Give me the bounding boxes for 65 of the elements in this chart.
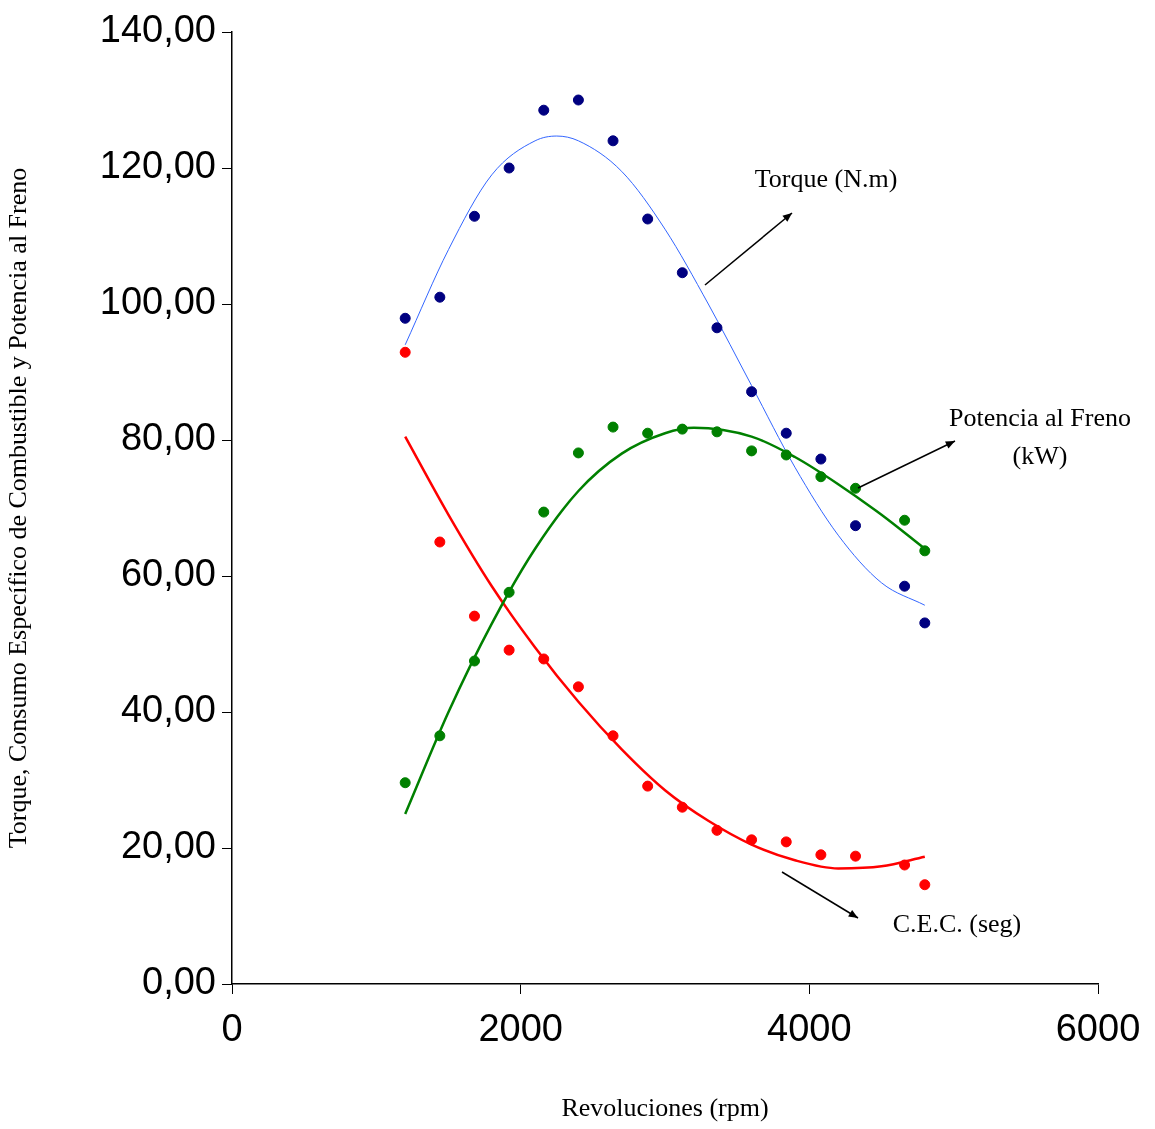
point xyxy=(434,291,446,303)
y-tick-label: 60,00 xyxy=(120,552,216,595)
point xyxy=(899,580,911,592)
y-tick-label: 140,00 xyxy=(99,8,216,51)
y-tick-label: 120,00 xyxy=(99,144,216,187)
x-tick-label: 6000 xyxy=(1055,1007,1141,1050)
point xyxy=(711,426,723,438)
point xyxy=(607,730,619,742)
point xyxy=(399,312,411,324)
point xyxy=(434,730,446,742)
point xyxy=(919,617,931,629)
annotation: Torque (N.m) xyxy=(754,163,898,193)
point xyxy=(711,824,723,836)
point xyxy=(468,210,480,222)
point xyxy=(899,514,911,526)
point xyxy=(538,653,550,665)
point xyxy=(642,427,654,439)
point xyxy=(538,104,550,116)
y-tick-label: 20,00 xyxy=(120,824,216,867)
x-axis-title: Revoluciones (rpm) xyxy=(561,1093,769,1123)
point xyxy=(434,536,446,548)
x-tick-label: 4000 xyxy=(767,1007,852,1050)
point xyxy=(503,162,515,174)
point xyxy=(919,879,931,891)
point xyxy=(642,780,654,792)
point xyxy=(642,213,654,225)
point xyxy=(503,644,515,656)
point xyxy=(676,423,688,435)
y-tick-label: 0,00 xyxy=(142,960,216,1003)
point xyxy=(572,681,584,693)
point xyxy=(850,850,862,862)
point xyxy=(676,801,688,813)
annotation: C.E.C. (seg) xyxy=(892,908,1022,938)
point xyxy=(399,346,411,358)
point xyxy=(468,610,480,622)
point xyxy=(572,94,584,106)
point xyxy=(746,834,758,846)
point xyxy=(607,135,619,147)
point xyxy=(899,859,911,871)
y-tick-label: 40,00 xyxy=(120,688,216,731)
point xyxy=(607,421,619,433)
x-tick-label: 2000 xyxy=(478,1007,563,1050)
y-axis-title: Torque, Consumo Específico de Combustible y Potencia al Freno xyxy=(3,167,33,849)
point xyxy=(399,777,411,789)
point xyxy=(503,586,515,598)
point xyxy=(815,471,827,483)
point xyxy=(538,506,550,518)
point xyxy=(746,386,758,398)
annotation: Potencia al Freno (kW) xyxy=(949,402,1131,470)
point xyxy=(746,445,758,457)
point xyxy=(850,520,862,532)
point xyxy=(780,836,792,848)
point xyxy=(468,655,480,667)
point xyxy=(815,849,827,861)
point xyxy=(815,453,827,465)
x-tick-label: 0 xyxy=(221,1007,243,1050)
point xyxy=(711,322,723,334)
point xyxy=(780,449,792,461)
y-tick-label: 100,00 xyxy=(99,280,216,323)
point xyxy=(572,447,584,459)
y-tick-label: 80,00 xyxy=(120,416,216,459)
point xyxy=(850,482,862,494)
point xyxy=(919,545,931,557)
point xyxy=(780,427,792,439)
point xyxy=(676,267,688,279)
